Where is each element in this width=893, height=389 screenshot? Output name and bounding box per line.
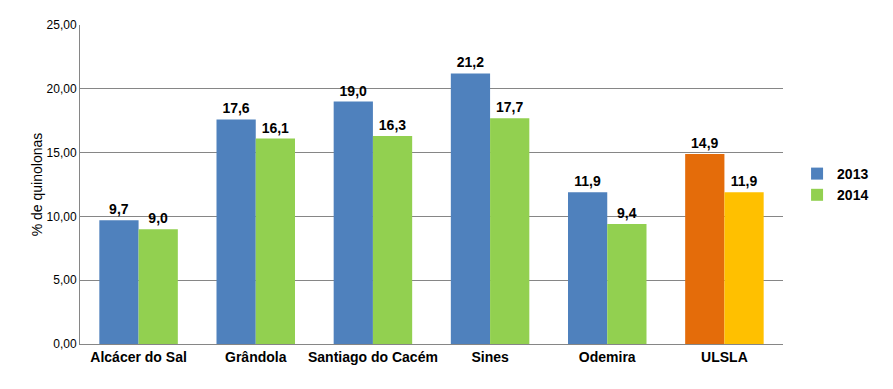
svg-text:2013: 2013 bbox=[837, 166, 868, 182]
svg-text:17,7: 17,7 bbox=[496, 99, 523, 115]
svg-text:5,00: 5,00 bbox=[53, 273, 77, 287]
svg-text:16,1: 16,1 bbox=[262, 120, 289, 136]
svg-text:Alcácer do Sal: Alcácer do Sal bbox=[90, 349, 187, 365]
svg-text:11,9: 11,9 bbox=[574, 173, 601, 189]
svg-text:19,0: 19,0 bbox=[340, 83, 367, 99]
svg-text:16,3: 16,3 bbox=[379, 117, 406, 133]
svg-text:2014: 2014 bbox=[837, 187, 868, 203]
svg-text:Sines: Sines bbox=[471, 349, 509, 365]
svg-text:% de quinolonas: % de quinolonas bbox=[29, 133, 45, 237]
svg-text:0,00: 0,00 bbox=[53, 337, 77, 351]
svg-text:Odemira: Odemira bbox=[579, 349, 636, 365]
svg-text:9,0: 9,0 bbox=[148, 210, 168, 226]
svg-text:10,00: 10,00 bbox=[47, 210, 77, 224]
svg-text:11,9: 11,9 bbox=[731, 173, 758, 189]
svg-text:9,7: 9,7 bbox=[109, 201, 129, 217]
svg-text:ULSLA: ULSLA bbox=[701, 349, 748, 365]
svg-text:9,4: 9,4 bbox=[617, 205, 637, 221]
svg-text:Santiago do Cacém: Santiago do Cacém bbox=[308, 349, 438, 365]
svg-text:17,6: 17,6 bbox=[222, 100, 249, 116]
svg-text:Grândola: Grândola bbox=[225, 349, 287, 365]
svg-text:20,00: 20,00 bbox=[47, 82, 77, 96]
svg-text:25,00: 25,00 bbox=[47, 18, 77, 32]
svg-text:14,9: 14,9 bbox=[691, 135, 718, 151]
svg-text:21,2: 21,2 bbox=[457, 54, 484, 70]
svg-text:15,00: 15,00 bbox=[47, 146, 77, 160]
